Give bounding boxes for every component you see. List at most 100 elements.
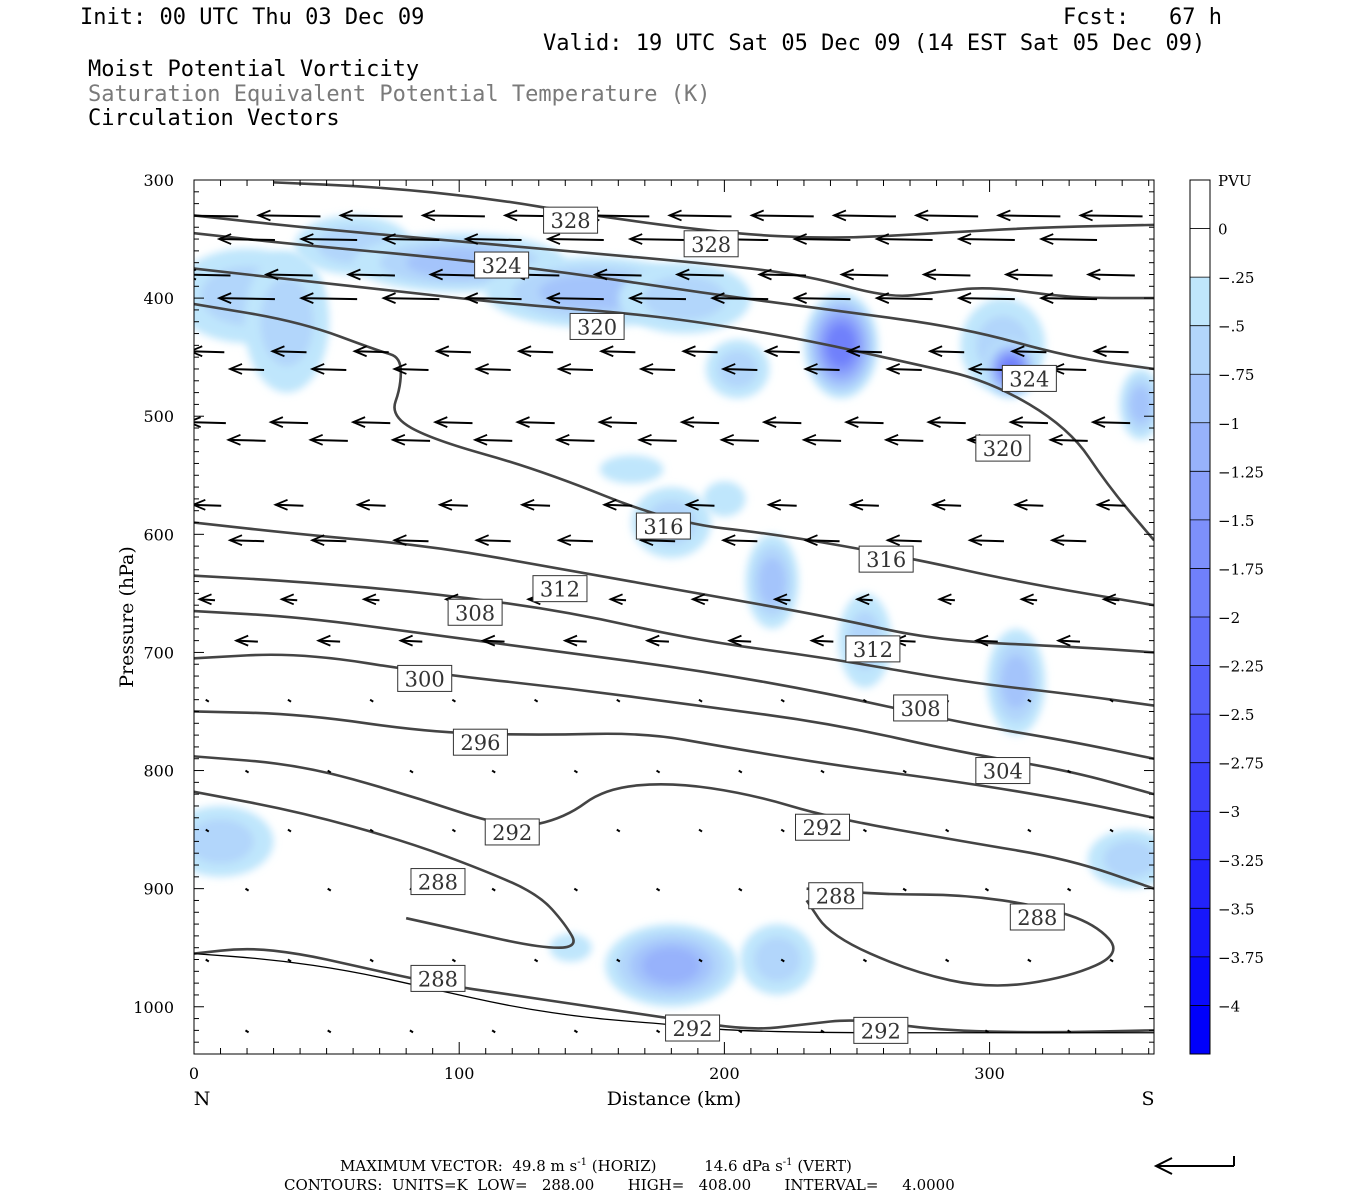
vector-shaft [194,214,239,218]
colorbar-swatch [1190,714,1210,763]
south-label: S [1141,1088,1154,1110]
vector-head [256,209,271,222]
circulation-vector [937,593,955,606]
circulation-vector [1055,634,1081,647]
vector-shaft [841,273,889,277]
contour-label-box [975,434,1031,462]
circulation-vector [913,209,979,222]
vector-shaft [780,828,785,833]
contour-label: 292 [665,1014,721,1042]
colorbar-label: −3.25 [1218,852,1264,870]
contour-label-box [893,694,949,722]
circulation-vector [279,593,298,606]
theta-es-contour [194,521,1154,654]
vector-head [913,209,929,222]
vector-shaft [780,698,785,703]
contour-label-text: 324 [482,254,522,278]
circulation-vector [862,698,868,703]
circulation-vector [434,345,471,358]
colorbar-label: −.5 [1218,318,1245,336]
contour-label: 328 [543,206,599,234]
circulation-vector [369,958,374,963]
vector-shaft [729,639,752,643]
circulation-vector [392,534,429,547]
vector-head [874,292,890,304]
circulation-vector [270,345,307,358]
circulation-vector [801,434,842,446]
circulation-vector [474,534,511,547]
vector-shaft [392,438,431,442]
pv-shading [194,215,1154,1007]
circulation-vector [573,1029,578,1034]
vector-shaft [465,238,522,242]
vector-shaft [984,887,990,892]
circulation-vector [1109,828,1114,833]
contour-label-box [665,1014,721,1042]
colorbar-label: −1.5 [1218,512,1254,530]
circulation-vector [638,363,676,375]
vector-shaft [721,438,759,442]
vector-shaft [641,367,676,371]
vector-head [1019,593,1034,606]
vector-shaft [194,421,226,425]
vector-shaft [723,539,758,543]
circulation-vector [1027,828,1032,833]
pv-blob-level [642,947,701,984]
vector-shaft [369,698,374,703]
vector-head [679,416,695,428]
vector-head [279,593,295,606]
contour-label: 312 [845,635,901,663]
contour-label-text: 312 [540,578,580,602]
circulation-vector [205,698,210,703]
theta-es-contour [194,755,1154,890]
vector-head [1009,345,1025,358]
vector-head [309,363,325,375]
circulation-vector [738,1029,743,1034]
vector-head [519,498,535,511]
circulation-vector [534,698,539,703]
circulation-vector [616,828,621,833]
colorbar-label: 0 [1218,221,1228,239]
circulation-vector [515,416,555,428]
vector-head [299,233,314,245]
vector-head [956,233,972,245]
y-tick-label: 300 [143,171,174,190]
colorbar-label: −.25 [1218,269,1254,287]
vector-shaft [811,639,834,643]
contour-label: 288 [410,868,466,896]
pv-blob-level [194,819,254,864]
vector-head [381,233,396,245]
vector-shaft [751,214,814,218]
vector-head [608,593,623,606]
vector-head [885,363,901,375]
pv-blob-level [754,937,801,982]
contour-label: 324 [1001,364,1057,392]
circulation-vector [432,416,473,428]
vector-shaft [887,367,922,371]
vector-shaft [1052,539,1087,543]
circulation-vector [491,769,496,774]
vector-head [1048,434,1063,446]
circulation-vector [1019,593,1038,606]
colorbar-swatch [1190,811,1210,860]
vector-head [463,233,479,245]
y-axis-title: Pressure (hPa) [116,546,138,688]
vector-head [883,434,899,446]
circulation-vector [369,698,374,703]
vector-head [761,416,777,428]
vector-head [381,292,396,304]
circulation-vector [984,887,990,892]
vector-head [598,345,614,358]
vector-shaft [683,350,718,354]
vector-shaft [517,421,555,425]
circulation-vectors [194,209,1143,1034]
vector-head [308,434,323,446]
vector-head [801,434,817,446]
vector-head [766,498,782,511]
colorbar-label: −3.75 [1218,949,1264,967]
x-tick-label: 0 [189,1064,199,1083]
vector-head [749,209,765,222]
pv-blob [605,924,738,1007]
vector-shaft [630,238,687,242]
